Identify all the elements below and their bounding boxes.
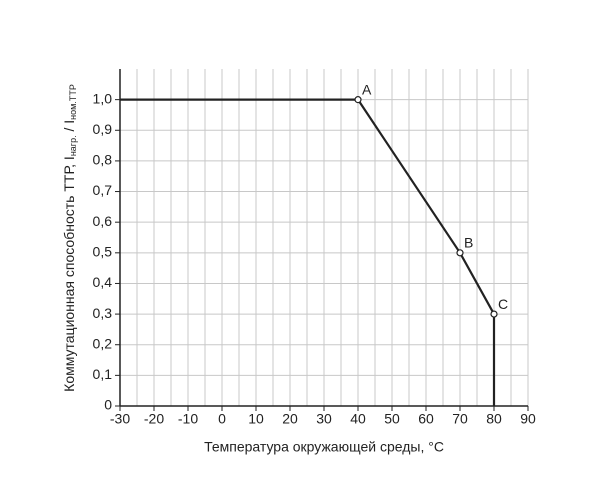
x-tick-label: 90 — [520, 411, 536, 427]
y-tick-label: 0,9 — [93, 121, 113, 137]
y-tick-label: 1,0 — [93, 90, 113, 106]
x-tick-label: -20 — [144, 411, 164, 427]
y-tick-label: 0 — [104, 397, 112, 413]
point-label: C — [498, 296, 508, 312]
x-tick-label: -30 — [110, 411, 130, 427]
y-tick-label: 0,1 — [93, 366, 113, 382]
x-tick-label: 80 — [486, 411, 502, 427]
y-tick-label: 0,3 — [93, 305, 113, 321]
point-label: B — [464, 235, 473, 251]
y-tick-label: 0,2 — [93, 335, 113, 351]
x-tick-label: 10 — [248, 411, 264, 427]
y-tick-label: 0,8 — [93, 152, 113, 168]
y-tick-label: 0,7 — [93, 182, 113, 198]
x-tick-label: 30 — [316, 411, 332, 427]
y-label-mid: / I — [61, 120, 77, 136]
y-label-main: Коммутационная способность ТТР, I — [61, 156, 77, 392]
point-marker — [490, 310, 498, 318]
point-marker — [354, 96, 362, 104]
point-label: A — [362, 81, 372, 97]
x-tick-label: 20 — [282, 411, 298, 427]
y-label-sub: нагр. — [68, 135, 78, 156]
x-tick-label: 70 — [452, 411, 468, 427]
y-label-sub: ном.ТТР — [68, 84, 78, 120]
point-marker — [456, 249, 464, 257]
x-tick-label: 0 — [218, 411, 226, 427]
x-tick-label: 40 — [350, 411, 366, 427]
y-tick-label: 0,5 — [93, 244, 113, 260]
x-tick-label: 50 — [384, 411, 400, 427]
y-axis-label: Коммутационная способность ТТР, Iнагр. /… — [61, 84, 79, 392]
x-tick-label: -10 — [178, 411, 198, 427]
y-tick-label: 0,6 — [93, 213, 113, 229]
x-tick-label: 60 — [418, 411, 434, 427]
x-axis-label: Температура окружающей среды, °C — [204, 439, 444, 455]
y-tick-label: 0,4 — [93, 274, 113, 290]
